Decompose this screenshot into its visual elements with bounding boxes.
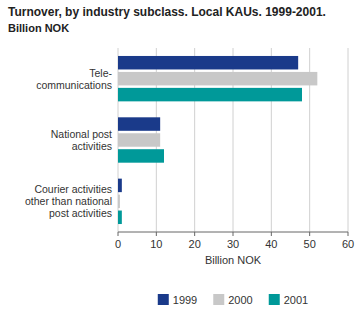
tick <box>233 232 234 236</box>
category-label: National postactivities <box>51 128 112 152</box>
category-label-line: post activities <box>49 207 112 219</box>
grid-line <box>348 48 349 232</box>
tick-label: 30 <box>227 238 239 250</box>
subtitle: Billion NOK <box>8 22 69 34</box>
legend-swatch <box>213 294 224 305</box>
category-label-line: communications <box>36 79 112 91</box>
tick-label: 10 <box>150 238 162 250</box>
background <box>0 0 363 321</box>
tick-label: 20 <box>189 238 201 250</box>
x-axis <box>118 232 348 233</box>
bar <box>118 72 317 85</box>
category-label-line: Tele- <box>89 67 112 79</box>
bar <box>118 195 120 208</box>
bar <box>118 56 298 69</box>
tick-label: 60 <box>342 238 354 250</box>
tick <box>348 232 349 236</box>
chart: Turnover, by industry subclass. Local KA… <box>0 0 363 321</box>
title: Turnover, by industry subclass. Local KA… <box>8 5 326 19</box>
bar <box>118 117 160 130</box>
tick <box>271 232 272 236</box>
tick-label: 0 <box>115 238 121 250</box>
category-label: Tele-communications <box>36 67 112 91</box>
bar <box>118 133 160 146</box>
tick <box>156 232 157 236</box>
grid <box>118 48 348 232</box>
bars <box>118 56 317 224</box>
legend-swatch <box>158 294 169 305</box>
bar <box>118 88 302 101</box>
bar <box>118 211 122 224</box>
category-label-line: National post <box>51 128 112 140</box>
category-label-line: Courier activities <box>34 183 112 195</box>
legend: 1999 2000 2001 <box>158 294 308 306</box>
category-label-line: other than national <box>25 195 112 207</box>
legend-label: 2000 <box>228 294 252 306</box>
category-label: Courier activitiesother than nationalpos… <box>25 183 112 219</box>
legend-label: 1999 <box>173 294 197 306</box>
bar <box>118 179 122 192</box>
tick <box>194 232 195 236</box>
legend-label: 2001 <box>284 294 308 306</box>
tick-label: 40 <box>265 238 277 250</box>
category-label-line: activities <box>72 140 112 152</box>
tick <box>118 232 119 236</box>
x-axis-label: Billion NOK <box>205 254 262 266</box>
tick <box>309 232 310 236</box>
tick-label: 50 <box>304 238 316 250</box>
legend-swatch <box>269 294 280 305</box>
bar <box>118 149 164 162</box>
